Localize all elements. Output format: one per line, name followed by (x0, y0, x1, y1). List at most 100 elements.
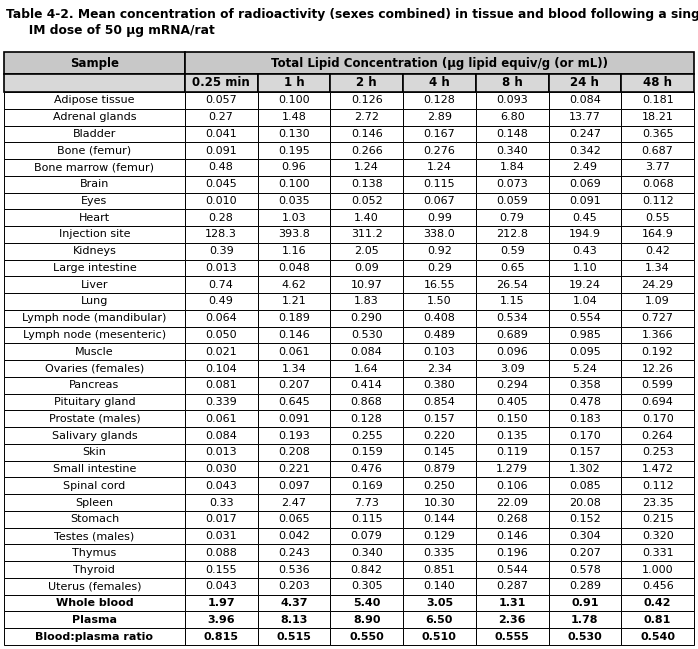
Text: Total Lipid Concentration (μg lipid equiv/g (or mL)): Total Lipid Concentration (μg lipid equi… (271, 56, 608, 69)
Text: 0.515: 0.515 (276, 631, 311, 642)
Text: 3.09: 3.09 (500, 363, 524, 374)
Bar (549, 243, 621, 260)
Text: 1.000: 1.000 (642, 565, 674, 574)
Text: 0.530: 0.530 (351, 330, 383, 340)
Text: 0.045: 0.045 (205, 179, 237, 189)
Text: 0.250: 0.250 (424, 481, 455, 491)
Text: Lymph node (mesenteric): Lymph node (mesenteric) (23, 330, 166, 340)
Bar (476, 243, 549, 260)
Bar (403, 628, 476, 645)
Bar (185, 226, 258, 243)
Bar (476, 410, 549, 427)
Bar (476, 427, 549, 444)
Bar (258, 343, 330, 360)
Bar (476, 360, 549, 377)
Bar (476, 561, 549, 578)
Text: Sample: Sample (70, 56, 119, 69)
Text: 0.043: 0.043 (205, 582, 237, 591)
Text: 0.100: 0.100 (278, 95, 310, 105)
Text: 0.335: 0.335 (424, 548, 455, 558)
Bar (185, 159, 258, 176)
Bar (330, 410, 403, 427)
Text: 0.050: 0.050 (205, 330, 237, 340)
Bar (476, 394, 549, 410)
Text: 0.128: 0.128 (350, 414, 383, 424)
Bar (4, 478, 185, 494)
Bar (476, 74, 549, 92)
Text: Kidneys: Kidneys (73, 246, 117, 256)
Text: Thymus: Thymus (73, 548, 117, 558)
Bar (621, 578, 694, 594)
Text: Small intestine: Small intestine (53, 464, 136, 474)
Bar (258, 444, 330, 461)
Bar (621, 427, 694, 444)
Text: 0.339: 0.339 (205, 397, 237, 407)
Text: 0.146: 0.146 (278, 330, 310, 340)
Bar (185, 377, 258, 394)
Bar (621, 494, 694, 511)
Text: 0.064: 0.064 (205, 313, 237, 323)
Text: 5.40: 5.40 (353, 598, 380, 608)
Bar (621, 528, 694, 545)
Text: Heart: Heart (79, 213, 110, 223)
Bar (185, 125, 258, 142)
Text: 0.013: 0.013 (205, 263, 237, 273)
Bar (185, 628, 258, 645)
Bar (258, 92, 330, 109)
Text: Liver: Liver (81, 280, 108, 289)
Text: 0.084: 0.084 (569, 95, 601, 105)
Text: 0.851: 0.851 (424, 565, 455, 574)
Bar (4, 494, 185, 511)
Text: 48 h: 48 h (643, 77, 672, 90)
Text: 0.253: 0.253 (641, 447, 674, 458)
Text: 1.64: 1.64 (355, 363, 379, 374)
Bar (330, 125, 403, 142)
Bar (4, 142, 185, 159)
Text: 0.879: 0.879 (424, 464, 455, 474)
Text: Lymph node (mandibular): Lymph node (mandibular) (22, 313, 167, 323)
Text: Lung: Lung (81, 297, 108, 306)
Text: 0.305: 0.305 (351, 582, 383, 591)
Text: 22.09: 22.09 (496, 498, 528, 508)
Bar (549, 343, 621, 360)
Text: 1.48: 1.48 (281, 112, 306, 122)
Text: 212.8: 212.8 (496, 230, 528, 239)
Bar (185, 461, 258, 478)
Text: 0.340: 0.340 (496, 145, 528, 156)
Bar (476, 210, 549, 226)
Bar (403, 226, 476, 243)
Text: 0.119: 0.119 (496, 447, 528, 458)
Text: 0.152: 0.152 (569, 514, 601, 524)
Text: 0.148: 0.148 (496, 129, 528, 139)
Text: 0.073: 0.073 (496, 179, 528, 189)
Bar (330, 193, 403, 210)
Text: 0.544: 0.544 (496, 565, 528, 574)
Text: 0.013: 0.013 (205, 447, 237, 458)
Bar (185, 109, 258, 125)
Bar (258, 226, 330, 243)
Bar (258, 394, 330, 410)
Text: 0.021: 0.021 (205, 347, 237, 357)
Bar (549, 444, 621, 461)
Text: 0.181: 0.181 (641, 95, 674, 105)
Text: Eyes: Eyes (81, 196, 107, 206)
Text: 0.65: 0.65 (500, 263, 524, 273)
Bar (621, 444, 694, 461)
Text: 0.578: 0.578 (569, 565, 601, 574)
Text: 6.50: 6.50 (426, 615, 453, 625)
Bar (4, 444, 185, 461)
Bar (621, 125, 694, 142)
Text: 0.358: 0.358 (569, 380, 601, 390)
Text: 1.10: 1.10 (572, 263, 597, 273)
Text: 8.90: 8.90 (353, 615, 380, 625)
Bar (185, 578, 258, 594)
Bar (476, 528, 549, 545)
Text: 8.13: 8.13 (280, 615, 308, 625)
Bar (4, 545, 185, 561)
Text: 128.3: 128.3 (205, 230, 237, 239)
Text: 1.472: 1.472 (641, 464, 674, 474)
Bar (330, 360, 403, 377)
Text: 0.170: 0.170 (569, 430, 601, 441)
Bar (4, 109, 185, 125)
Bar (258, 545, 330, 561)
